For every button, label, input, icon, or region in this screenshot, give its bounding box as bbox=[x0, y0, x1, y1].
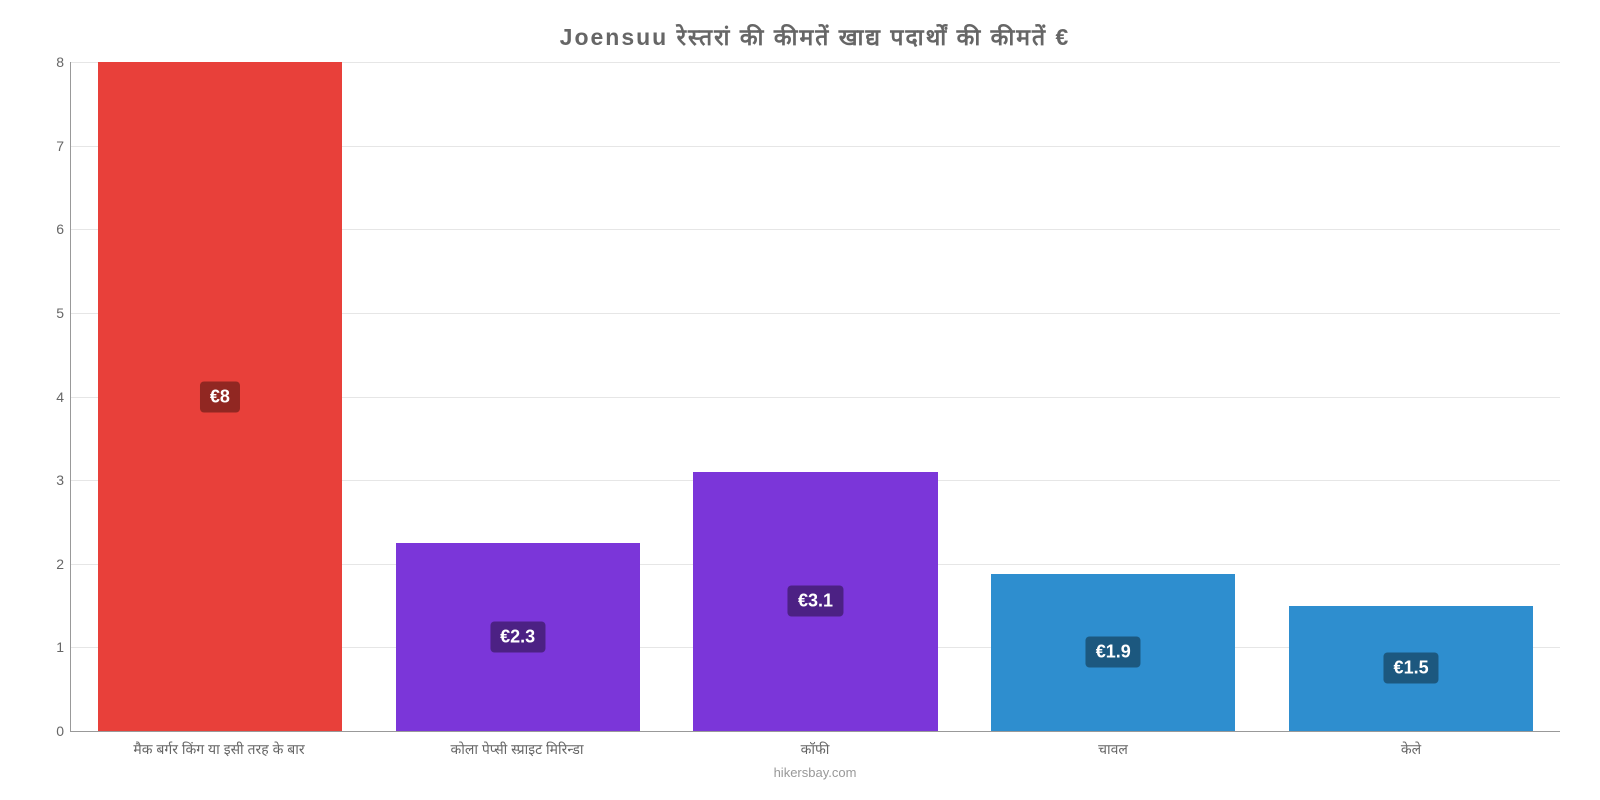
y-tick-label: 4 bbox=[36, 389, 64, 405]
y-tick-label: 5 bbox=[36, 305, 64, 321]
y-tick-label: 8 bbox=[36, 54, 64, 70]
bar: €1.5 bbox=[1289, 606, 1533, 731]
bar-slot: €1.5 bbox=[1262, 62, 1560, 731]
chart-title: Joensuu रेस्तरां की कीमतें खाद्य पदार्थो… bbox=[70, 20, 1560, 52]
y-tick-label: 6 bbox=[36, 221, 64, 237]
bar: €8 bbox=[98, 62, 342, 731]
value-badge: €2.3 bbox=[490, 621, 545, 652]
bar-slot: €1.9 bbox=[964, 62, 1262, 731]
chart-caption: hikersbay.com bbox=[70, 765, 1560, 780]
value-badge: €1.9 bbox=[1086, 637, 1141, 668]
y-tick-label: 3 bbox=[36, 472, 64, 488]
value-badge: €1.5 bbox=[1384, 653, 1439, 684]
bars-container: €8 €2.3 €3.1 €1.9 €1.5 bbox=[71, 62, 1560, 731]
y-tick-label: 7 bbox=[36, 138, 64, 154]
bar: €2.3 bbox=[396, 543, 640, 731]
y-tick-label: 2 bbox=[36, 556, 64, 572]
value-badge: €8 bbox=[200, 381, 240, 412]
plot-area: €8€2.3€3.1€1.9€1.5 012345678 bbox=[70, 62, 1560, 732]
x-tick-label: कॉफी bbox=[666, 740, 964, 759]
x-tick-label: चावल bbox=[964, 740, 1262, 759]
x-tick-label: केले bbox=[1262, 740, 1560, 759]
bar-slot: €3.1 bbox=[667, 62, 965, 731]
value-badge: €3.1 bbox=[788, 586, 843, 617]
x-axis-labels: मैक बर्गर किंग या इसी तरह के बारकोला पेप… bbox=[70, 740, 1560, 759]
x-tick-label: कोला पेप्सी स्प्राइट मिरिन्डा bbox=[368, 740, 666, 759]
bar-slot: €2.3 bbox=[369, 62, 667, 731]
bar: €1.9 bbox=[991, 574, 1235, 731]
y-tick-label: 1 bbox=[36, 639, 64, 655]
bar: €3.1 bbox=[693, 472, 937, 731]
bar-slot: €8 bbox=[71, 62, 369, 731]
y-tick-label: 0 bbox=[36, 723, 64, 739]
x-tick-label: मैक बर्गर किंग या इसी तरह के बार bbox=[70, 740, 368, 759]
price-bar-chart: Joensuu रेस्तरां की कीमतें खाद्य पदार्थो… bbox=[0, 0, 1600, 800]
